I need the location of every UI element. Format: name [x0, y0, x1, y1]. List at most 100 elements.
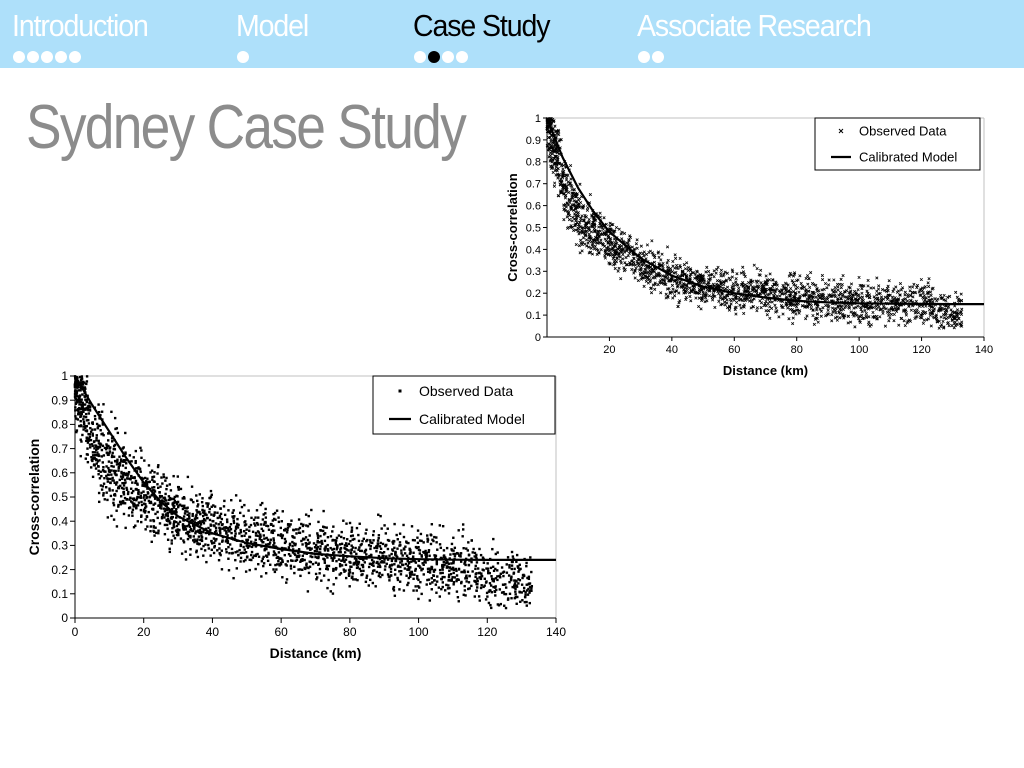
data-point — [79, 419, 82, 423]
data-point — [110, 410, 113, 414]
nav-tab-associate-research[interactable]: Associate Research — [637, 8, 872, 43]
data-point — [242, 545, 245, 549]
data-point — [481, 568, 484, 571]
data-point — [82, 415, 86, 418]
slide-dot[interactable] — [41, 51, 53, 63]
data-point — [417, 597, 420, 601]
data-point — [426, 567, 430, 571]
data-point — [156, 516, 159, 520]
data-point — [297, 548, 301, 551]
nav-tab-model[interactable]: Model — [236, 8, 309, 43]
slide-dot[interactable] — [442, 51, 454, 63]
data-point — [231, 511, 234, 515]
data-point — [298, 531, 302, 535]
data-point — [413, 539, 416, 542]
data-point — [415, 589, 418, 592]
data-point — [613, 242, 617, 246]
data-point — [510, 550, 514, 554]
y-tick-label: 0.2 — [526, 288, 541, 300]
data-point — [149, 471, 152, 474]
slide-dot[interactable] — [55, 51, 67, 63]
data-point — [407, 566, 411, 569]
data-point — [100, 455, 104, 458]
data-point — [342, 519, 345, 522]
data-point — [470, 584, 473, 588]
nav-tab-introduction[interactable]: Introduction — [12, 8, 149, 43]
data-point — [215, 538, 218, 541]
data-point — [224, 548, 228, 551]
current-slide-dot[interactable] — [428, 51, 440, 63]
slide-dot[interactable] — [652, 51, 664, 63]
data-point — [251, 530, 255, 533]
data-point — [111, 454, 114, 457]
data-point — [200, 501, 204, 504]
data-point — [144, 503, 147, 506]
data-point — [160, 507, 163, 510]
data-point — [229, 523, 233, 526]
data-point — [784, 282, 788, 286]
slide-dot[interactable] — [237, 51, 249, 63]
slide-dot[interactable] — [414, 51, 426, 63]
data-point — [369, 547, 372, 551]
data-point — [462, 547, 465, 550]
data-point — [115, 427, 119, 430]
data-point — [440, 577, 443, 581]
data-point — [172, 525, 175, 528]
data-point — [809, 306, 813, 311]
data-point — [100, 410, 104, 413]
data-point — [194, 532, 197, 535]
data-point — [281, 534, 285, 537]
data-point — [880, 288, 885, 292]
data-point — [192, 500, 195, 504]
data-point — [218, 542, 221, 546]
data-point — [257, 516, 260, 519]
data-point — [741, 265, 745, 269]
data-point — [577, 232, 581, 236]
data-point — [262, 540, 265, 544]
data-point — [852, 306, 856, 310]
data-point — [471, 570, 474, 573]
data-point — [470, 560, 473, 564]
data-point — [420, 592, 423, 596]
data-point — [78, 394, 82, 397]
slide-dot[interactable] — [69, 51, 81, 63]
data-point — [196, 516, 199, 520]
data-point — [378, 571, 381, 575]
data-point — [498, 574, 501, 578]
data-point — [213, 513, 216, 516]
data-point — [660, 252, 664, 256]
data-point — [262, 534, 266, 537]
data-point — [334, 576, 338, 580]
y-tick-label: 0.6 — [526, 200, 541, 212]
data-point — [81, 405, 84, 408]
data-point — [416, 529, 420, 532]
data-point — [152, 530, 156, 534]
slide-dot[interactable] — [27, 51, 39, 63]
data-point — [426, 534, 429, 537]
slide-dot[interactable] — [638, 51, 650, 63]
y-tick-label: 0.1 — [51, 587, 68, 601]
data-point — [320, 542, 324, 545]
data-point — [392, 542, 395, 545]
data-point — [587, 234, 591, 238]
data-point — [354, 546, 357, 550]
data-point — [126, 492, 130, 496]
data-point — [227, 557, 230, 560]
data-point — [474, 564, 477, 568]
data-point — [457, 600, 460, 603]
data-point — [928, 308, 932, 312]
slide-dot[interactable] — [13, 51, 25, 63]
data-point — [504, 592, 508, 596]
data-point — [119, 503, 122, 506]
data-point — [439, 572, 442, 575]
data-point — [218, 526, 221, 530]
slide-dot[interactable] — [456, 51, 468, 63]
data-point — [405, 541, 409, 544]
data-point — [147, 464, 151, 467]
data-point — [741, 299, 745, 303]
data-point — [657, 255, 661, 259]
data-point — [326, 556, 329, 559]
data-point — [156, 465, 160, 469]
nav-tab-case-study[interactable]: Case Study — [413, 8, 551, 43]
